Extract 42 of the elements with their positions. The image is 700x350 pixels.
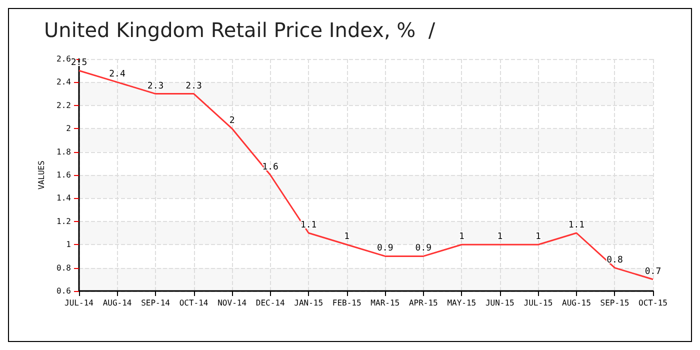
x-tick-label: JUN-15	[485, 298, 515, 308]
x-tick-label: AUG-15	[562, 298, 592, 308]
y-tick-label: 0.6	[56, 286, 72, 296]
x-tick-label: MAY-15	[447, 298, 476, 308]
data-label: 1	[458, 232, 464, 242]
data-label: 2	[229, 116, 235, 126]
x-tick-label: OCT-15	[638, 298, 668, 308]
data-label: 1	[535, 232, 541, 242]
y-tick-label: 2.6	[56, 54, 72, 64]
y-tick-label: 1.2	[56, 216, 72, 226]
y-tick-label: 0.8	[56, 263, 72, 272]
x-tick-label: JAN-15	[294, 298, 324, 308]
data-label: 1.1	[568, 220, 585, 230]
x-tick-label: MAR-15	[370, 298, 400, 308]
y-tick-label: 2.2	[56, 100, 72, 110]
data-label: 2.3	[147, 81, 164, 92]
x-tick-label: APR-15	[408, 298, 438, 308]
data-label: 2.3	[186, 81, 202, 92]
x-tick-label: JUL-15	[524, 298, 553, 308]
x-tick-label: OCT-14	[179, 298, 208, 308]
chart-title: United Kingdom Retail Price Index, % /	[44, 18, 436, 42]
y-tick-label: 2	[66, 124, 72, 134]
data-label: 1	[344, 232, 350, 242]
x-tick-label: JUL-14	[64, 298, 94, 308]
y-tick-label: 1.6	[56, 170, 72, 180]
data-label: 0.9	[377, 244, 394, 254]
x-tick-label: SEP-14	[141, 298, 170, 308]
x-tick-label: DEC-14	[256, 298, 285, 308]
y-tick-label: 1.8	[56, 147, 72, 156]
y-tick-label: 2.4	[56, 78, 72, 87]
data-label: 1	[497, 232, 503, 242]
data-label: 2.4	[109, 70, 126, 80]
y-axis-title: VALUES	[37, 160, 46, 190]
data-label: 0.9	[415, 244, 432, 254]
y-tick-label: 1.4	[56, 194, 72, 203]
data-label: 0.8	[606, 255, 623, 266]
x-tick-label: FEB-15	[332, 298, 362, 308]
data-label: 0.7	[644, 266, 662, 277]
y-tick-label: 1	[66, 240, 72, 250]
x-tick-label: SEP-15	[600, 298, 630, 308]
x-tick-label: AUG-14	[102, 298, 132, 308]
x-tick-label: NOV-14	[218, 298, 247, 308]
